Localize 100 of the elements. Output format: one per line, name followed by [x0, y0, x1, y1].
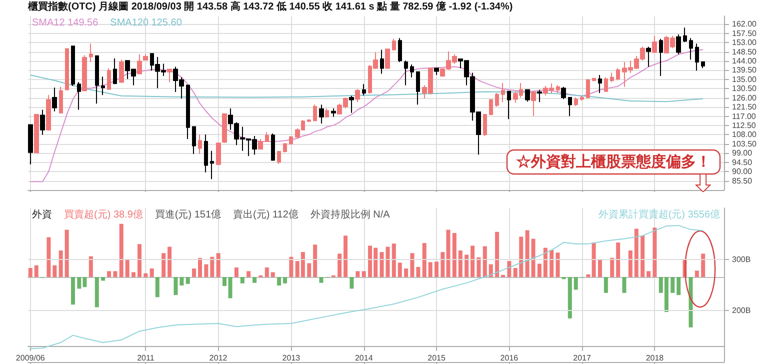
bar	[88, 256, 93, 277]
bar	[550, 250, 554, 277]
bar	[356, 271, 360, 277]
bar	[162, 253, 166, 277]
candlestick	[40, 109, 45, 136]
bar	[132, 272, 136, 277]
bar	[568, 277, 572, 318]
candlestick	[313, 104, 317, 122]
candlestick	[113, 58, 117, 85]
line-series	[30, 49, 704, 182]
candlestick	[489, 99, 493, 115]
candlestick	[289, 135, 293, 146]
candlestick	[210, 150, 214, 180]
x-tick-label: 2015	[428, 354, 446, 362]
bar	[192, 268, 196, 277]
bar	[398, 262, 402, 277]
bar	[634, 228, 638, 277]
bar	[610, 258, 614, 277]
bar	[416, 266, 420, 277]
bar	[574, 277, 578, 290]
candlestick	[222, 113, 227, 144]
text: SMA120 125.60	[110, 18, 182, 28]
candlestick	[307, 118, 311, 123]
bar	[604, 277, 608, 293]
candlestick	[198, 134, 202, 154]
candlestick	[82, 54, 87, 92]
bar	[283, 277, 288, 284]
bar	[434, 262, 439, 277]
text: SMA12 149.56	[32, 18, 99, 28]
candlestick	[186, 84, 190, 140]
bar	[228, 277, 232, 298]
bar	[694, 270, 699, 277]
bar	[507, 261, 512, 277]
bar	[488, 264, 493, 277]
candlestick	[495, 92, 499, 108]
bar	[277, 277, 282, 286]
y-tick-label: 153.00	[732, 38, 758, 48]
candlestick	[652, 35, 657, 54]
bar	[119, 224, 124, 277]
x-tick-label: 2014	[354, 354, 374, 362]
candlestick	[71, 46, 75, 87]
candlestick	[404, 60, 408, 86]
bar	[422, 243, 426, 277]
bar	[70, 277, 75, 305]
bar	[246, 271, 251, 277]
y-tick-label: 200B	[732, 306, 751, 316]
candlestick	[137, 54, 142, 74]
bar	[640, 236, 645, 277]
annotation: 賣出(元) 112億	[233, 208, 298, 220]
bar	[701, 254, 706, 277]
bar	[270, 272, 275, 277]
bar	[252, 277, 257, 283]
candlestick	[501, 82, 505, 103]
candlestick	[586, 78, 590, 99]
bar	[362, 271, 366, 277]
candlestick	[561, 86, 566, 100]
candlestick	[525, 88, 530, 102]
candlestick	[167, 68, 172, 83]
annotation: 買進(元) 151億	[154, 208, 222, 220]
candlestick	[52, 87, 57, 112]
bar	[525, 230, 530, 277]
chart-title: 櫃買指數(OTC) 月線圖 2018/09/03 開 143.58 高 143.72 低 140.55 收 141.61 s 點 量 782.59 億 -1.92 (-1.34%)	[27, 0, 513, 12]
candlestick	[380, 49, 384, 74]
candlestick	[610, 72, 614, 83]
bar	[440, 252, 445, 277]
candlestick	[325, 108, 329, 118]
candlestick	[392, 38, 396, 51]
annotation: ☆外資對上櫃股票態度偏多！	[516, 152, 711, 170]
candlestick	[580, 95, 584, 102]
bar	[204, 264, 208, 277]
bar	[410, 253, 414, 277]
bar	[216, 253, 220, 277]
candlestick	[283, 143, 287, 153]
bar	[464, 254, 469, 277]
bar	[404, 268, 408, 277]
bar	[168, 246, 172, 277]
bar	[392, 244, 396, 277]
bar	[592, 242, 596, 277]
x-tick-label: 2013	[282, 354, 301, 362]
x-tick-label: 2017	[573, 354, 592, 362]
bar	[458, 250, 462, 277]
candlestick	[416, 71, 420, 106]
bar	[344, 236, 348, 277]
candlestick	[34, 114, 39, 154]
bar	[338, 254, 342, 277]
bar	[495, 232, 500, 277]
y-tick-label: 148.50	[732, 47, 758, 56]
y-tick-label: 130.50	[732, 84, 758, 94]
candlestick	[277, 151, 281, 164]
bar	[470, 246, 475, 277]
y-tick-label: 162.00	[732, 20, 758, 29]
bar	[58, 250, 63, 277]
bar	[186, 277, 190, 284]
bar	[531, 238, 536, 277]
x-tick-label: 2011	[137, 354, 155, 362]
y-tick-label: 85.50	[732, 176, 753, 186]
bar	[628, 250, 632, 277]
candlestick	[659, 38, 663, 76]
bar	[52, 265, 57, 277]
y-tick-label: 117.00	[732, 112, 756, 121]
